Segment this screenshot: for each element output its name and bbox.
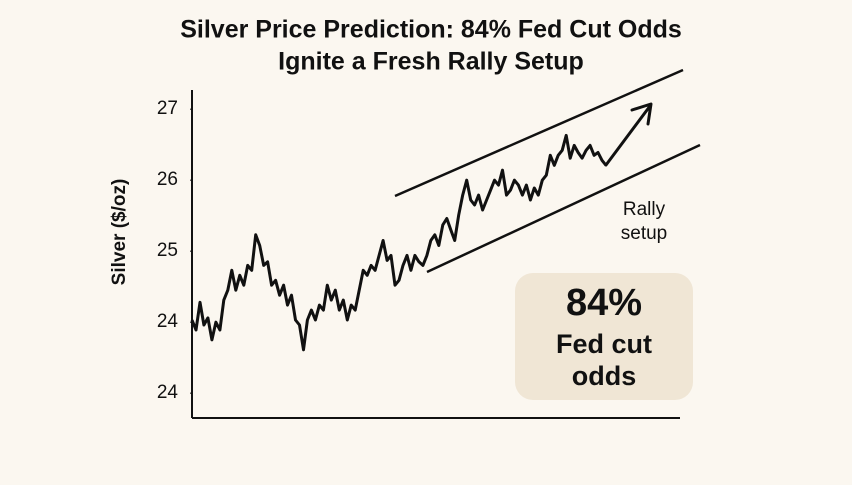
y-tick-label: 27	[157, 98, 178, 119]
callout-box	[515, 273, 693, 400]
chart-title: Ignite a Fresh Rally Setup	[278, 48, 584, 76]
trend-line-lower	[426, 143, 701, 274]
y-tick-label: 26	[157, 169, 178, 190]
annotation: 84%	[566, 282, 642, 324]
y-tick-label: 24	[157, 382, 179, 403]
y-tick-label: 24	[157, 311, 179, 332]
y-axis-label: Silver ($/oz)	[109, 179, 130, 286]
annotation: Rally setup	[621, 199, 667, 244]
price-line	[190, 133, 608, 352]
y-tick-label: 25	[157, 240, 178, 261]
chart-title: Silver Price Prediction: 84% Fed Cut Odd…	[180, 16, 682, 44]
rally-arrow	[604, 102, 653, 167]
annotation: Fed cut odds	[556, 329, 652, 391]
trend-line-upper	[394, 68, 684, 198]
